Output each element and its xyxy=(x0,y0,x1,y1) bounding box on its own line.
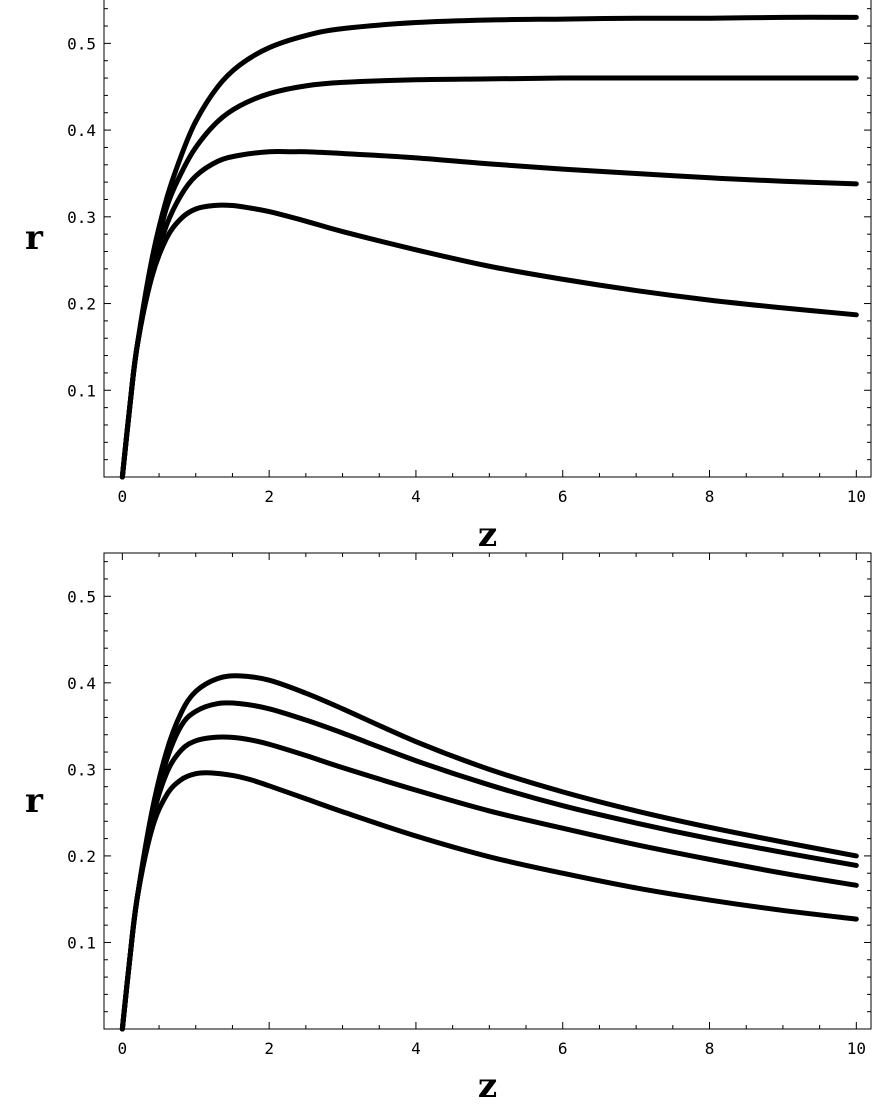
top-curve-third xyxy=(119,149,859,480)
top-plot-frame xyxy=(103,0,872,478)
bottom-x-tick-label: 4 xyxy=(411,1039,421,1058)
bottom-x-tick-label: 10 xyxy=(847,1039,866,1058)
top-chart: 0 2 4 6 8 10 0.1 0.2 0.3 0.4 0.5 r z xyxy=(25,0,872,555)
bottom-y-tick-label: 0.5 xyxy=(67,587,96,606)
top-x-tick-label: 4 xyxy=(411,487,421,506)
bottom-y-tick-label: 0.2 xyxy=(67,847,96,866)
top-x-tick-label: 0 xyxy=(118,487,128,506)
bottom-y-tick-label: 0.4 xyxy=(67,674,96,693)
top-y-tick-label: 0.3 xyxy=(67,208,96,227)
bottom-x-axis-label: z xyxy=(478,1066,497,1106)
bottom-curve-fourth xyxy=(119,770,859,1032)
bottom-curve-third xyxy=(119,734,859,1032)
bottom-plot-frame xyxy=(103,552,872,1030)
top-curve-first xyxy=(119,14,859,480)
bottom-x-tick-label: 6 xyxy=(558,1039,568,1058)
bottom-chart: 0 2 4 6 8 10 0.1 0.2 0.3 0.4 0.5 r z xyxy=(25,552,872,1106)
bottom-curve-first xyxy=(119,673,859,1032)
top-x-tick-label: 10 xyxy=(847,487,866,506)
bottom-x-tick-label: 8 xyxy=(705,1039,715,1058)
top-y-tick-label: 0.1 xyxy=(67,381,96,400)
bottom-y-tick-label: 0.1 xyxy=(67,933,96,952)
top-curve-second xyxy=(119,75,859,480)
bottom-y-tick-label: 0.3 xyxy=(67,760,96,779)
top-x-tick-label: 6 xyxy=(558,487,568,506)
top-y-tick-label: 0.4 xyxy=(67,121,96,140)
top-y-axis-label: r xyxy=(25,218,44,258)
bottom-x-tick-label: 0 xyxy=(118,1039,128,1058)
top-y-tick-label: 0.5 xyxy=(67,34,96,53)
top-y-tick-label: 0.2 xyxy=(67,295,96,314)
top-x-axis-label: z xyxy=(478,515,497,555)
top-x-tick-label: 2 xyxy=(264,487,274,506)
top-curve-fourth xyxy=(119,202,859,480)
bottom-y-axis-label: r xyxy=(25,781,44,821)
bottom-x-tick-label: 2 xyxy=(264,1039,274,1058)
top-x-tick-label: 8 xyxy=(705,487,715,506)
